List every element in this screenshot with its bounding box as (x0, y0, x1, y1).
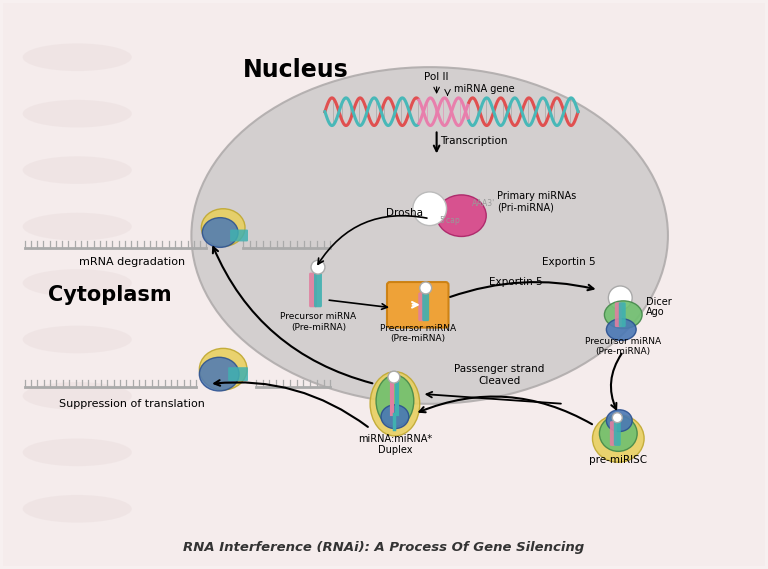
Text: pre-miRISC: pre-miRISC (589, 455, 647, 465)
FancyBboxPatch shape (228, 367, 248, 381)
Ellipse shape (592, 415, 644, 462)
Text: Ago: Ago (646, 307, 665, 317)
Text: mRNA degradation: mRNA degradation (79, 257, 185, 267)
Text: Exportin 5: Exportin 5 (542, 257, 595, 267)
Text: Primary miRNAs
(Pri-miRNA): Primary miRNAs (Pri-miRNA) (497, 191, 577, 213)
FancyBboxPatch shape (314, 273, 322, 307)
Text: Cytoplasm: Cytoplasm (48, 285, 172, 305)
Ellipse shape (22, 43, 132, 71)
Ellipse shape (370, 372, 420, 436)
Text: AAA3': AAA3' (472, 199, 495, 208)
Ellipse shape (200, 348, 247, 390)
FancyBboxPatch shape (309, 273, 317, 307)
Ellipse shape (437, 195, 486, 237)
Ellipse shape (376, 375, 414, 427)
Text: RNA Interference (RNAi): A Process Of Gene Silencing: RNA Interference (RNAi): A Process Of Ge… (184, 541, 584, 554)
Text: Precursor miRNA
(Pre-miRNA): Precursor miRNA (Pre-miRNA) (585, 337, 661, 356)
Ellipse shape (201, 209, 245, 246)
Ellipse shape (22, 495, 132, 523)
Ellipse shape (22, 213, 132, 241)
Ellipse shape (22, 439, 132, 466)
Text: Suppression of translation: Suppression of translation (59, 399, 205, 409)
Text: Passenger strand
Cleaved: Passenger strand Cleaved (454, 364, 545, 386)
FancyBboxPatch shape (614, 421, 621, 446)
Ellipse shape (202, 218, 238, 248)
Circle shape (608, 286, 632, 310)
FancyBboxPatch shape (619, 302, 626, 327)
Ellipse shape (191, 67, 668, 404)
Ellipse shape (607, 319, 636, 340)
Text: Pol II: Pol II (425, 72, 449, 82)
FancyBboxPatch shape (610, 421, 617, 446)
Ellipse shape (22, 156, 132, 184)
FancyBboxPatch shape (419, 292, 425, 321)
Text: miRNA gene: miRNA gene (455, 84, 515, 94)
Text: miRNA:miRNA*
Duplex: miRNA:miRNA* Duplex (358, 434, 432, 455)
FancyBboxPatch shape (230, 229, 248, 241)
Circle shape (412, 192, 446, 225)
Text: Exportin 5: Exportin 5 (489, 277, 543, 287)
Ellipse shape (200, 357, 239, 391)
Circle shape (388, 371, 400, 383)
Ellipse shape (600, 416, 637, 451)
Ellipse shape (22, 100, 132, 127)
Ellipse shape (607, 410, 632, 431)
Text: Transcription: Transcription (439, 137, 507, 146)
Circle shape (612, 413, 622, 423)
Ellipse shape (22, 269, 132, 297)
FancyBboxPatch shape (387, 282, 449, 328)
Ellipse shape (604, 301, 642, 328)
Text: Precursor miRNA
(Pre-miRNA): Precursor miRNA (Pre-miRNA) (379, 324, 456, 344)
Circle shape (420, 282, 432, 294)
Text: Precursor miRNA
(Pre-miRNA): Precursor miRNA (Pre-miRNA) (280, 312, 356, 332)
FancyBboxPatch shape (422, 292, 429, 321)
Text: Nucleus: Nucleus (243, 58, 349, 82)
Text: 5'cap: 5'cap (439, 216, 460, 225)
Ellipse shape (22, 325, 132, 353)
Text: Dicer: Dicer (646, 297, 672, 307)
Ellipse shape (22, 382, 132, 410)
Text: Drosha: Drosha (386, 208, 423, 218)
Circle shape (311, 260, 325, 274)
Ellipse shape (381, 405, 409, 428)
FancyBboxPatch shape (615, 302, 622, 327)
